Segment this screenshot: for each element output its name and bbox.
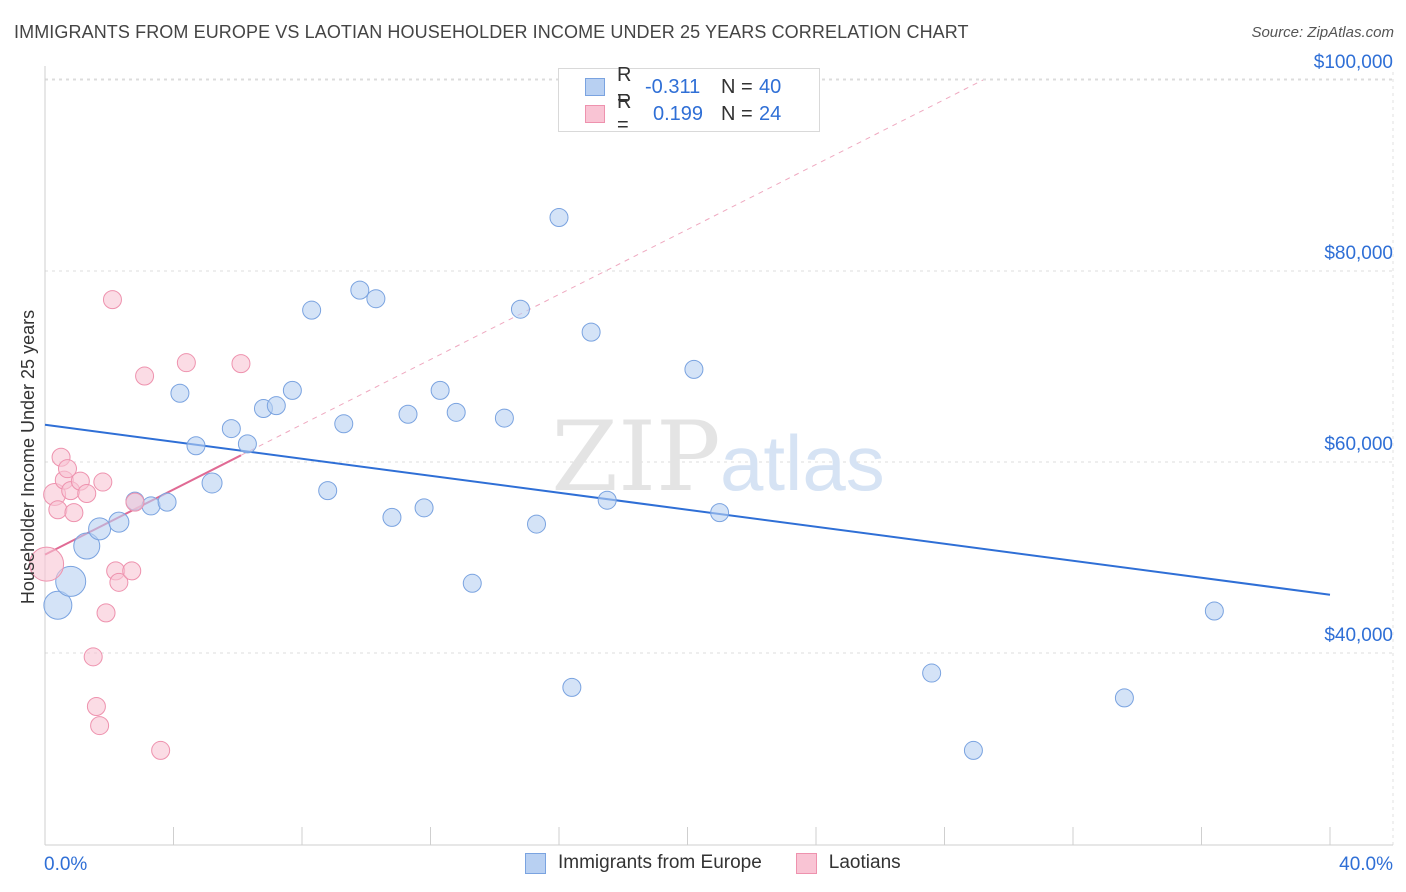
point-europe: [414, 498, 434, 518]
point-laotians: [109, 572, 129, 592]
point-europe: [141, 496, 161, 516]
point-europe: [510, 299, 530, 319]
point-laotians: [93, 472, 113, 492]
point-laotians: [151, 740, 171, 760]
point-laotians: [48, 500, 68, 520]
point-laotians: [29, 546, 65, 582]
point-europe: [88, 517, 112, 541]
point-laotians: [90, 716, 110, 736]
point-laotians: [64, 503, 84, 523]
point-europe: [282, 380, 302, 400]
point-europe: [43, 590, 73, 620]
point-europe: [266, 396, 286, 416]
point-europe: [963, 740, 983, 760]
point-europe: [108, 511, 130, 533]
legend-r-value: 0.199: [653, 102, 704, 125]
point-europe: [922, 663, 942, 683]
point-laotians: [96, 603, 116, 623]
point-europe: [350, 280, 370, 300]
trend-line-europe: [44, 423, 1331, 596]
legend-n-label: N =: [721, 75, 753, 98]
x-tick-label: 40.0%: [1339, 854, 1393, 875]
point-europe: [170, 383, 190, 403]
series-swatch-laotians: [795, 852, 817, 874]
series-legend-europe: Immigrants from Europe: [525, 852, 762, 874]
point-europe: [366, 289, 386, 309]
legend-swatch-europe: [585, 78, 605, 96]
watermark-atlas: atlas: [720, 419, 885, 507]
point-laotians: [57, 459, 77, 479]
point-europe: [157, 492, 177, 512]
point-laotians: [125, 492, 145, 512]
trend-line-extension: [240, 79, 984, 456]
point-laotians: [102, 290, 122, 310]
legend-r-label: R =: [617, 91, 632, 136]
point-europe: [549, 208, 569, 228]
point-europe: [462, 573, 482, 593]
legend-swatch-laotians: [585, 105, 605, 123]
point-europe: [1204, 601, 1224, 621]
point-europe: [710, 503, 730, 523]
point-europe: [597, 490, 617, 510]
point-europe: [318, 481, 338, 501]
trend-lines: [44, 79, 1331, 596]
point-europe: [430, 380, 450, 400]
point-laotians: [122, 561, 142, 581]
point-europe: [684, 359, 704, 379]
point-europe: [302, 300, 322, 320]
y-tick-label: $60,000: [1324, 434, 1393, 455]
axes: [44, 66, 1393, 846]
legend-n-value: 40: [759, 75, 782, 98]
series-label-laotians: Laotians: [828, 852, 901, 873]
legend-row-europe: R = -0.311 N = 40: [585, 64, 782, 109]
tick-labels: $40,000 $60,000 $80,000 $100,000 0.0% 40.0%: [44, 52, 1393, 875]
point-laotians: [231, 354, 251, 374]
data-points: [29, 208, 1224, 760]
point-europe: [55, 565, 87, 597]
series-swatch-europe: [525, 852, 546, 874]
series-legend-laotians: Laotians: [795, 852, 901, 874]
chart-title: IMMIGRANTS FROM EUROPE VS LAOTIAN HOUSEH…: [14, 22, 969, 42]
point-europe: [446, 402, 466, 422]
y-tick-label: $80,000: [1324, 243, 1393, 264]
point-europe: [581, 322, 601, 342]
series-legend: Immigrants from Europe Laotians: [525, 852, 935, 874]
point-europe: [237, 434, 257, 454]
watermark-zip: ZIP: [551, 401, 720, 513]
point-europe: [1114, 688, 1134, 708]
legend-n-label: N =: [721, 102, 753, 125]
point-laotians: [176, 353, 196, 373]
point-europe: [186, 436, 206, 456]
watermark: ZIP atlas: [551, 401, 884, 513]
legend-n-value: 24: [759, 102, 782, 125]
y-tick-label: $40,000: [1324, 625, 1393, 646]
point-laotians: [77, 484, 97, 504]
point-europe: [73, 532, 101, 560]
legend-row-laotians: R = 0.199 N = 24: [585, 91, 782, 136]
correlation-legend: R = -0.311 N = 40 R = 0.199 N = 24: [558, 64, 820, 136]
point-europe: [334, 414, 354, 434]
legend-r-label: R =: [617, 64, 632, 109]
point-europe: [527, 514, 547, 534]
point-laotians: [86, 696, 106, 716]
point-laotians: [83, 647, 103, 667]
legend-r-value: -0.311: [645, 75, 701, 98]
point-laotians: [135, 366, 155, 386]
point-europe: [382, 507, 402, 527]
y-axis-label: Householder Income Under 25 years: [18, 310, 38, 604]
x-tick-label: 0.0%: [44, 854, 87, 875]
point-europe: [221, 419, 241, 439]
series-label-europe: Immigrants from Europe: [558, 852, 762, 873]
point-europe: [398, 404, 418, 424]
point-europe: [562, 677, 582, 697]
source-label: Source: ZipAtlas.com: [1251, 24, 1394, 41]
y-tick-label: $100,000: [1314, 52, 1393, 73]
point-europe: [494, 408, 514, 428]
point-europe: [201, 472, 223, 494]
